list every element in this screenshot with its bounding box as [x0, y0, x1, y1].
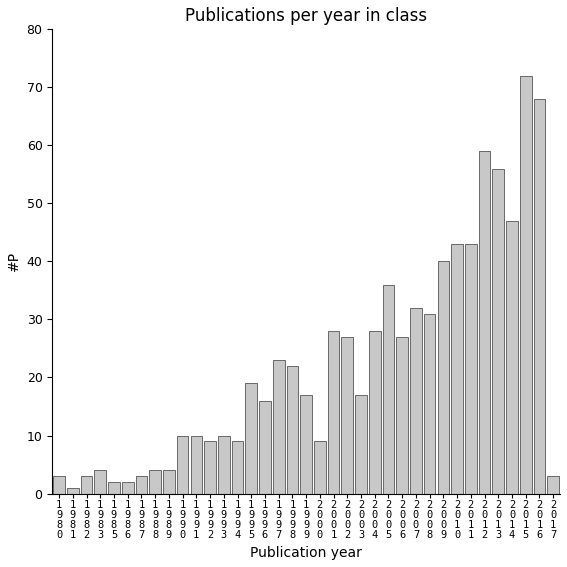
Bar	[355, 395, 367, 493]
Bar	[122, 482, 134, 493]
Bar	[534, 99, 545, 493]
Bar	[479, 151, 490, 493]
Bar	[520, 76, 532, 493]
Bar	[218, 435, 230, 493]
Bar	[136, 476, 147, 493]
Bar	[177, 435, 188, 493]
Bar	[328, 331, 340, 493]
Bar	[506, 221, 518, 493]
Bar	[246, 383, 257, 493]
Bar	[383, 285, 394, 493]
Bar	[232, 441, 243, 493]
Bar	[410, 308, 422, 493]
Bar	[424, 314, 435, 493]
Bar	[451, 244, 463, 493]
Bar	[108, 482, 120, 493]
X-axis label: Publication year: Publication year	[250, 546, 362, 560]
Bar	[204, 441, 216, 493]
Bar	[95, 471, 106, 493]
Title: Publications per year in class: Publications per year in class	[185, 7, 427, 25]
Y-axis label: #P: #P	[7, 251, 21, 272]
Bar	[465, 244, 477, 493]
Bar	[259, 401, 271, 493]
Bar	[547, 476, 559, 493]
Bar	[273, 360, 285, 493]
Bar	[493, 168, 504, 493]
Bar	[81, 476, 92, 493]
Bar	[369, 331, 380, 493]
Bar	[438, 261, 449, 493]
Bar	[149, 471, 161, 493]
Bar	[163, 471, 175, 493]
Bar	[191, 435, 202, 493]
Bar	[53, 476, 65, 493]
Bar	[314, 441, 325, 493]
Bar	[286, 366, 298, 493]
Bar	[67, 488, 79, 493]
Bar	[396, 337, 408, 493]
Bar	[301, 395, 312, 493]
Bar	[341, 337, 353, 493]
